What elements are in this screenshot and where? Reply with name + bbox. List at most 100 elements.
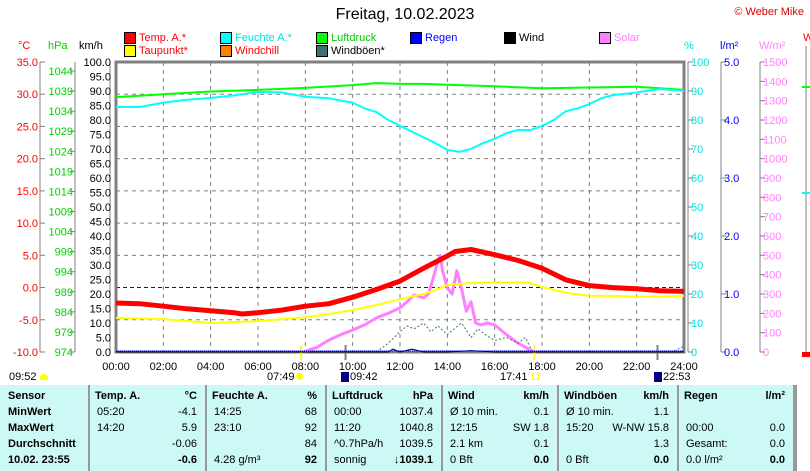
axis-label-wind: 100.0 xyxy=(83,57,111,69)
table-cell-label: 14:20 xyxy=(97,422,125,434)
table-cell-value: 92 xyxy=(304,454,317,466)
legend-item: Windböen* xyxy=(316,45,385,57)
moonrise-icon xyxy=(341,372,349,382)
table-cell-value: 0.0 xyxy=(769,454,785,466)
table-cell-label: Ø 10 min. xyxy=(566,406,614,418)
axis-label-pressure: 984 xyxy=(55,307,73,319)
axis-label-humidity: 60 xyxy=(691,173,703,185)
axis-label-wind: 10.0 xyxy=(90,318,111,330)
axis-label-temp: 20.0 xyxy=(17,154,38,166)
legend-label: Taupunkt* xyxy=(139,45,188,57)
axis-label-humidity: 10 xyxy=(691,318,703,330)
axis-label-solar: 400 xyxy=(763,270,781,282)
column-unit: l/m² xyxy=(765,390,785,402)
legend-item: Solar xyxy=(599,32,640,44)
axis-label-solar: 600 xyxy=(763,231,781,243)
table-cell-label: 11:20 xyxy=(334,422,361,434)
legend-label: Feuchte A.* xyxy=(235,32,292,44)
table-cell-label: 4.28 g/m³ xyxy=(214,454,261,466)
column-header: Temp. A. xyxy=(95,390,141,402)
legend-swatch xyxy=(410,32,422,44)
axis-label-solar: 200 xyxy=(763,308,781,320)
x-tick-label: 22:00 xyxy=(623,361,651,373)
x-tick-label: 14:00 xyxy=(434,361,462,373)
table-cell-label: 0.0 l/m² xyxy=(686,454,723,466)
column-header: Regen xyxy=(684,390,718,402)
astro-left-time: 09:52 xyxy=(9,371,37,383)
x-tick-label: 04:00 xyxy=(197,361,225,373)
row-label: Durchschnitt xyxy=(8,438,76,450)
table-cell-label: sonnig xyxy=(334,454,367,466)
axis-label-solar: 800 xyxy=(763,192,781,204)
axis-label-solar: 500 xyxy=(763,250,781,262)
axis-label-wind: 95.0 xyxy=(90,72,111,84)
axis-label-temp: 15.0 xyxy=(17,186,38,198)
axis-label-solar: 100 xyxy=(763,328,781,340)
legend-swatch xyxy=(220,32,232,44)
axis-label-wind: 60.0 xyxy=(90,173,111,185)
row-labels-column: Sensor MinWert MaxWert Durchschnitt 10.0… xyxy=(0,385,90,471)
table-cell-label: 14:25 xyxy=(214,406,242,418)
unit-wind: km/h xyxy=(79,40,103,52)
axis-label-wind: 0.0 xyxy=(96,347,111,359)
moonset-time: 22:53 xyxy=(663,371,691,383)
axis-label-solar: 700 xyxy=(763,212,781,224)
axis-label-humidity: 30 xyxy=(691,260,703,272)
axis-label-wind: 40.0 xyxy=(90,231,111,243)
axis-label-solar: 900 xyxy=(763,173,781,185)
unit-pressure: hPa xyxy=(48,40,68,52)
axis-label-pressure: 1029 xyxy=(49,126,73,138)
axis-label-solar: 1200 xyxy=(763,115,787,127)
axis-label-pressure: 999 xyxy=(55,247,73,259)
column-header: Feuchte A. xyxy=(212,390,268,402)
table-cell-value: 0.0 xyxy=(769,422,785,434)
column-unit: °C xyxy=(184,390,197,402)
table-cell-label: 05:20 xyxy=(97,406,125,418)
row-label: MinWert xyxy=(8,406,52,418)
axis-label-wind: 50.0 xyxy=(90,202,111,214)
axis-label-humidity: 40 xyxy=(691,231,703,243)
axis-label-temp: 0.0 xyxy=(23,283,38,295)
table-cell-value: 0.0 xyxy=(533,454,549,466)
sunset-time: 17:41 xyxy=(500,371,528,383)
table-cell-value: 0.0 xyxy=(769,438,785,450)
axis-label-humidity: 70 xyxy=(691,144,703,156)
table-column-feuchte-a: Feuchte A.% 14:25 68 23:10 92 84 4.28 g/m³ 92 xyxy=(205,385,327,471)
legend-item: Regen xyxy=(410,32,457,44)
table-cell-label: 0 Bft xyxy=(566,454,589,466)
axis-label-humidity: 20 xyxy=(691,289,703,301)
legend-item: Taupunkt* xyxy=(124,45,188,57)
legend-label: Temp. A.* xyxy=(139,32,187,44)
row-label: MaxWert xyxy=(8,422,54,434)
legend-label: Solar xyxy=(614,32,640,44)
sunset-icon xyxy=(532,373,539,380)
statistics-table: Sensor MinWert MaxWert Durchschnitt 10.0… xyxy=(0,385,795,471)
legend-swatch xyxy=(599,32,611,44)
axis-label-pressure: 1024 xyxy=(49,146,73,158)
axis-label-wind: 65.0 xyxy=(90,159,111,171)
table-cell-value: W-NW 15.8 xyxy=(612,422,669,434)
axis-label-wind: 15.0 xyxy=(90,304,111,316)
axis-label-wind: 45.0 xyxy=(90,217,111,229)
table-column-wind: Wind km/h Ø 10 min. 0.1 12:15 SW 1.8 2.1 km 0.1… xyxy=(441,385,559,471)
table-cell-value: 5.9 xyxy=(181,422,197,434)
legend-label: Luftdruck xyxy=(331,32,377,44)
axis-label-temp: 35.0 xyxy=(17,57,38,69)
axis-label-rain: 1.0 xyxy=(724,289,739,301)
x-tick-label: 06:00 xyxy=(244,361,272,373)
row-label: Sensor xyxy=(8,390,46,402)
axis-label-wind: 55.0 xyxy=(90,188,111,200)
legend-swatch xyxy=(124,45,136,57)
axis-label-temp: 5.0 xyxy=(23,250,38,262)
legend-label: Windchill xyxy=(235,45,280,57)
table-cell-value: 0.1 xyxy=(533,406,549,418)
table-cell-label: 2.1 km xyxy=(450,438,484,450)
legend-label: Regen xyxy=(425,32,458,44)
axis-label-wind: 5.0 xyxy=(96,333,111,345)
current-temp-marker xyxy=(802,352,810,357)
axis-label-solar: 1300 xyxy=(763,96,787,108)
axis-label-humidity: 50 xyxy=(691,202,703,214)
series-line-luftdruck xyxy=(115,82,685,99)
axis-label-solar: 1000 xyxy=(763,154,787,166)
x-tick-label: 02:00 xyxy=(150,361,178,373)
